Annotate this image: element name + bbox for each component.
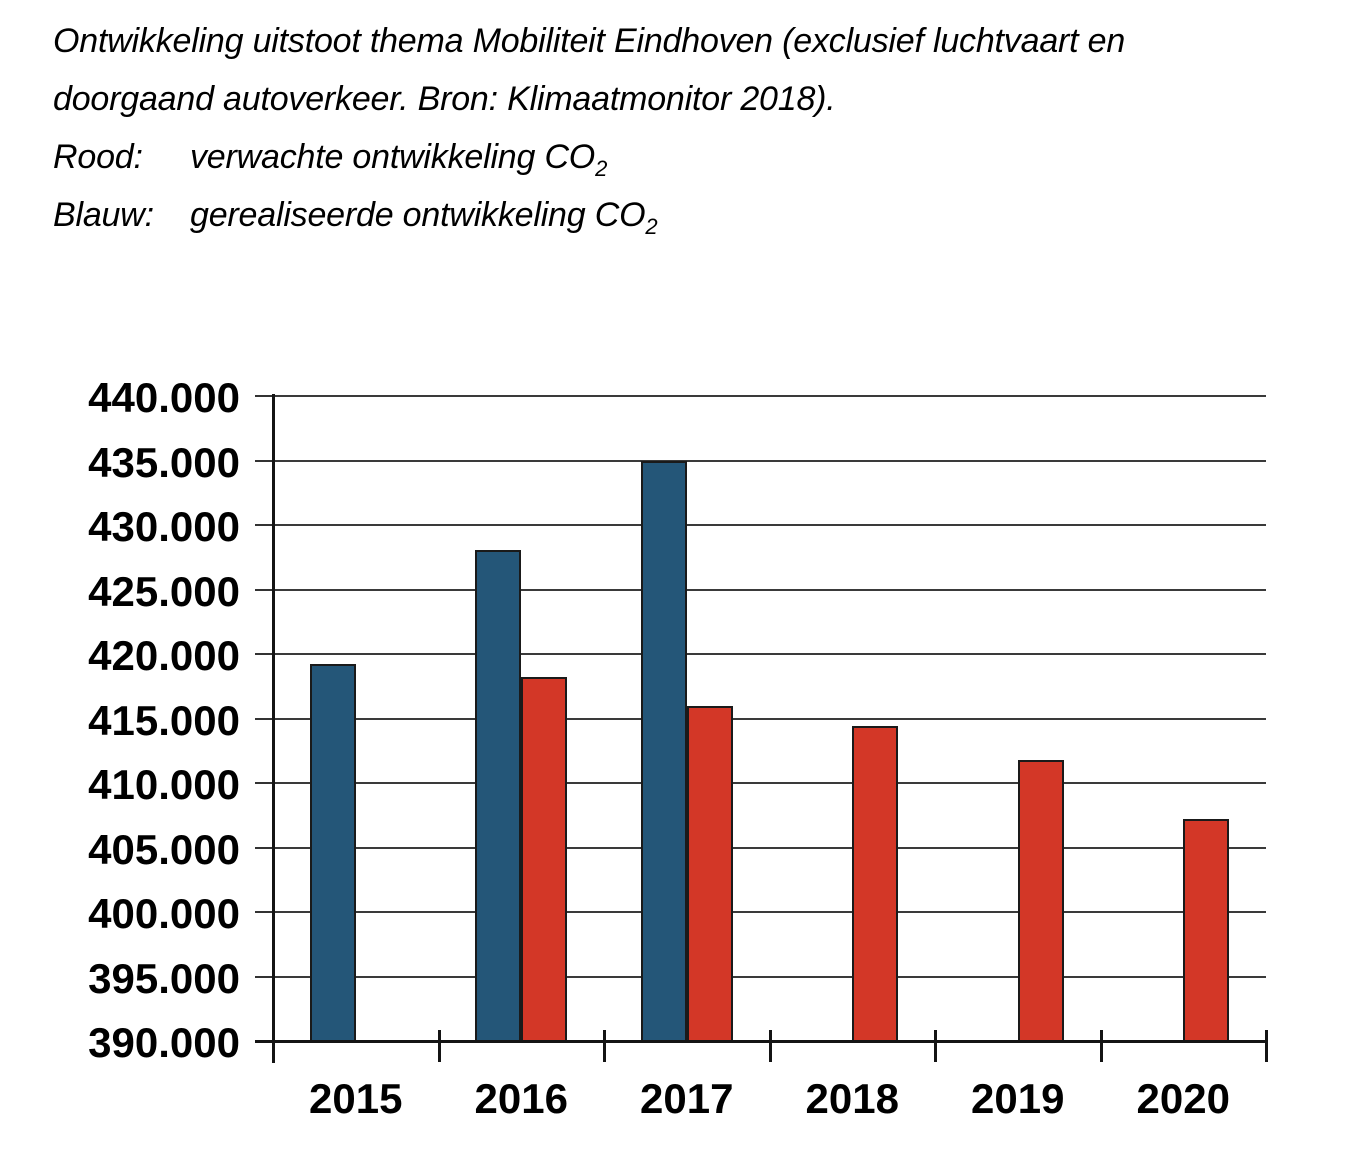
y-axis-label: 435.000 [88,438,240,486]
chart-title-line-1: Ontwikkeling uitstoot thema Mobiliteit E… [53,22,1126,60]
y-axis-label: 405.000 [88,825,240,873]
legend-row-blue: Blauw: gerealiseerde ontwikkeling CO2 [53,186,1125,244]
x-axis-label: 2017 [640,1075,734,1122]
bar-2016-verwacht [521,677,568,1041]
chart-title-line-2: doorgaand autoverkeer. Bron: Klimaatmoni… [53,80,836,118]
gridline [273,782,1266,784]
y-axis-label: 400.000 [88,890,240,937]
legend-text-red: verwachte ontwikkeling CO2 [190,138,608,181]
x-axis-label: 2019 [971,1075,1065,1122]
bar-2018-verwacht [852,726,899,1041]
y-axis-tick [255,911,273,913]
y-axis-tick [255,459,273,462]
y-axis-label: 440.000 [88,374,240,421]
y-axis-label: 410.000 [88,761,240,808]
chart-header: Ontwikkeling uitstoot thema Mobiliteit E… [53,12,1125,244]
x-axis-tick [603,1030,606,1062]
x-axis-line [255,1040,1266,1043]
y-axis-tick [255,395,273,397]
y-axis-label: 395.000 [88,954,240,1002]
y-axis-tick [255,653,273,655]
y-axis-tick [255,975,273,978]
y-axis-label: 415.000 [88,696,240,744]
y-axis-tick [255,588,273,591]
plot-area: 440.000 435.000 430.000 425.000 420.000 415.0… [88,376,1268,1121]
gridline [273,653,1266,655]
x-axis-tick [934,1030,937,1062]
bar-2015-gerealiseerd [309,664,356,1041]
x-axis-label: 2016 [474,1075,568,1122]
legend-text-blue: gerealiseerde ontwikkeling CO2 [190,196,658,239]
y-axis-line [272,394,275,1063]
co2-subscript: 2 [645,213,658,239]
y-axis-label: 430.000 [88,503,240,550]
x-axis-label: 2018 [805,1075,899,1122]
bar-2019-verwacht [1017,759,1064,1041]
bar-2016-gerealiseerd [475,549,522,1041]
x-axis-tick [768,1030,772,1062]
bar-2020-verwacht [1183,819,1230,1041]
x-axis-label: 2020 [1136,1075,1230,1122]
bar-2017-gerealiseerd [640,460,687,1041]
legend-key-red: Rood: [53,138,143,176]
gridline [273,846,1266,849]
x-axis-tick [1099,1030,1103,1062]
gridline [273,717,1266,720]
x-axis-label: 2015 [309,1075,403,1122]
gridline [273,524,1266,526]
x-axis-tick [1265,1030,1268,1062]
co2-subscript: 2 [595,155,608,181]
x-axis-tick [437,1030,441,1062]
y-axis-tick [255,846,273,849]
y-axis-tick [255,524,273,526]
y-axis-tick [255,717,273,720]
y-axis-label: 420.000 [88,632,240,679]
y-axis-label: 390.000 [88,1019,240,1066]
gridline [273,588,1266,591]
gridline [273,911,1266,913]
gridline [273,975,1266,978]
bar-2017-verwacht [686,705,733,1041]
gridline [273,459,1266,462]
legend-key-blue: Blauw: [53,196,154,234]
y-axis-label: 425.000 [88,567,240,615]
gridline [273,395,1266,397]
legend-row-red: Rood: verwachte ontwikkeling CO2 [53,128,1125,186]
y-axis-tick [255,782,273,784]
